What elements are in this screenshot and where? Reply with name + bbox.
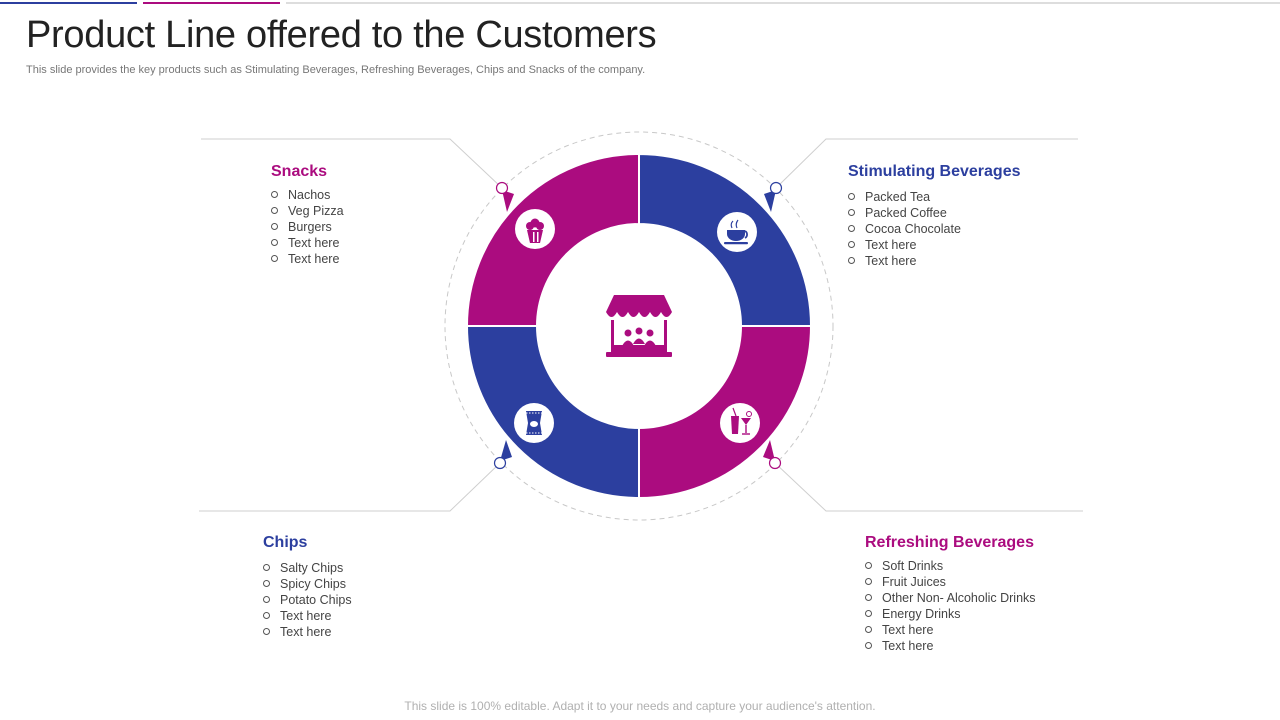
bullet-icon <box>263 596 270 603</box>
group-title-chips: Chips <box>263 534 308 551</box>
tea-cup-icon <box>717 212 757 252</box>
popcorn-icon <box>515 209 555 249</box>
bullet-icon <box>271 191 278 198</box>
bullet-icon <box>263 612 270 619</box>
group-chips: Chips Salty Chips Spicy Chips Potato Chi… <box>263 534 352 640</box>
tab-stimulating <box>764 190 776 212</box>
top-accent-bar-blue <box>0 2 137 4</box>
bullet-icon <box>865 610 872 617</box>
group-title-refreshing-beverages: Refreshing Beverages <box>865 534 1034 551</box>
list-item: Nachos <box>271 187 344 203</box>
tab-snacks <box>502 190 514 212</box>
bullet-icon <box>865 578 872 585</box>
tab-refreshing <box>763 440 775 461</box>
slide-title: Product Line offered to the Customers <box>26 14 657 56</box>
top-accent-bar-magenta <box>143 2 280 4</box>
bullet-icon <box>263 564 270 571</box>
list-item: Veg Pizza <box>271 203 344 219</box>
bullet-icon <box>865 642 872 649</box>
bullet-icon <box>271 239 278 246</box>
connector-stimulating <box>775 138 1078 189</box>
bullet-icon <box>865 626 872 633</box>
bullet-icon <box>865 562 872 569</box>
bullet-icon <box>271 255 278 262</box>
segment-chips <box>465 325 640 500</box>
connector-lines <box>199 138 1083 512</box>
bullet-icon <box>848 241 855 248</box>
chips-bag-icon <box>514 403 554 443</box>
list-item: Packed Tea <box>848 189 1021 205</box>
bullet-icon <box>848 193 855 200</box>
list-item: Other Non- Alcoholic Drinks <box>865 590 1036 606</box>
connector-chips <box>199 462 501 512</box>
list-item: Energy Drinks <box>865 606 1036 622</box>
top-accent-bar-grey <box>286 2 1280 4</box>
list-item: Potato Chips <box>263 592 352 608</box>
list-item: Text here <box>271 251 344 267</box>
market-stall-icon <box>606 295 672 357</box>
drinks-icon <box>720 403 760 443</box>
bullet-icon <box>271 207 278 214</box>
group-refreshing-beverages: Refreshing Beverages Soft Drinks Fruit J… <box>865 534 1036 654</box>
bullet-icon <box>271 223 278 230</box>
list-item: Packed Coffee <box>848 205 1021 221</box>
dashed-outer-ring <box>444 131 834 521</box>
bullet-icon <box>263 628 270 635</box>
list-item: Text here <box>263 624 352 640</box>
list-item: Soft Drinks <box>865 558 1036 574</box>
group-snacks: Snacks Nachos Veg Pizza Burgers Text her… <box>271 163 344 267</box>
slide-subtitle: This slide provides the key products suc… <box>26 64 646 76</box>
slide-footer-note: This slide is 100% editable. Adapt it to… <box>404 699 876 713</box>
list-item: Burgers <box>271 219 344 235</box>
list-snacks: Nachos Veg Pizza Burgers Text here Text … <box>271 187 344 267</box>
group-title-snacks: Snacks <box>271 163 328 180</box>
group-title-stimulating-beverages: Stimulating Beverages <box>848 163 1021 180</box>
list-refreshing-beverages: Soft Drinks Fruit Juices Other Non- Alco… <box>865 558 1036 654</box>
list-chips: Salty Chips Spicy Chips Potato Chips Tex… <box>263 558 352 640</box>
list-item: Text here <box>848 253 1021 269</box>
list-item: Text here <box>865 638 1036 654</box>
list-item: Salty Chips <box>263 560 352 576</box>
connector-snacks <box>201 138 503 189</box>
list-item: Fruit Juices <box>865 574 1036 590</box>
dot-refreshing <box>768 456 782 470</box>
list-stimulating-beverages: Packed Tea Packed Coffee Cocoa Chocolate… <box>848 187 1021 269</box>
tab-chips <box>500 440 512 461</box>
list-item: Text here <box>848 237 1021 253</box>
dot-stimulating <box>769 181 783 195</box>
list-item: Text here <box>271 235 344 251</box>
bullet-icon <box>865 594 872 601</box>
group-stimulating-beverages: Stimulating Beverages Packed Tea Packed … <box>848 163 1021 269</box>
list-item: Cocoa Chocolate <box>848 221 1021 237</box>
list-item: Text here <box>865 622 1036 638</box>
bullet-icon <box>848 225 855 232</box>
bullet-icon <box>263 580 270 587</box>
dot-snacks <box>495 181 509 195</box>
bullet-icon <box>848 257 855 264</box>
dot-chips <box>493 456 507 470</box>
connector-refreshing <box>774 462 1083 512</box>
list-item: Spicy Chips <box>263 576 352 592</box>
bullet-icon <box>848 209 855 216</box>
list-item: Text here <box>263 608 352 624</box>
segment-snacks <box>465 152 640 327</box>
